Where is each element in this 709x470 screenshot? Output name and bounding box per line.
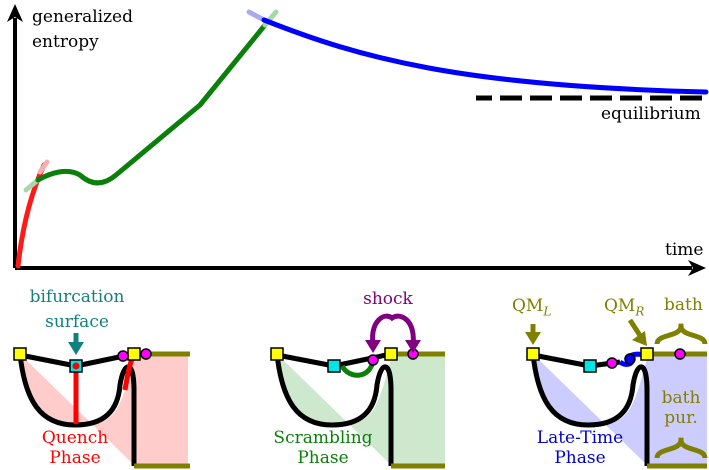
scrambling-caption-line2: Phase	[297, 448, 349, 468]
equilibrium-label: equilibrium	[601, 104, 701, 124]
quench-left-qm-marker	[13, 347, 27, 361]
qm-left-arrow-icon	[525, 332, 541, 345]
bath-pur-brace-icon	[654, 437, 708, 459]
bath-pur-label-line1: bath	[661, 388, 701, 408]
bath-brace-icon	[654, 323, 708, 345]
late-time-caption-line1: Late-Time	[536, 428, 624, 448]
scrambling-caption-line1: Scrambling	[273, 428, 373, 448]
qm-left-label: QML	[512, 296, 552, 319]
quench-right-qm-marker	[127, 347, 141, 361]
quench-caption-line1: Quench	[41, 428, 109, 448]
x-axis-label: time	[665, 240, 704, 260]
bath-label: bath	[664, 295, 703, 315]
late-time-curve	[246, 9, 709, 95]
equilibrium-line	[470, 95, 706, 101]
quench-caption-line2: Phase	[49, 448, 101, 468]
bath-pur-label-line2: pur.	[664, 408, 698, 428]
quench-panel	[13, 333, 190, 469]
graph-axes	[7, 4, 706, 276]
quench-curve	[15, 159, 50, 269]
qm-right-label: QMR	[604, 296, 645, 319]
shock-arrows	[370, 313, 416, 346]
y-axis-label-line1: generalized	[32, 7, 133, 27]
bifurcation-label-line2: surface	[45, 312, 109, 332]
late-time-panel	[525, 318, 708, 469]
bifurcation-arrow-icon	[68, 342, 84, 355]
qm-right-arrow-icon	[632, 331, 647, 346]
bifurcation-label-line1: bifurcation	[29, 287, 125, 307]
shock-label: shock	[363, 289, 413, 309]
late-time-caption-line2: Phase	[554, 448, 606, 468]
scrambling-panel	[270, 313, 445, 469]
y-axis-label-line2: entropy	[32, 32, 99, 52]
